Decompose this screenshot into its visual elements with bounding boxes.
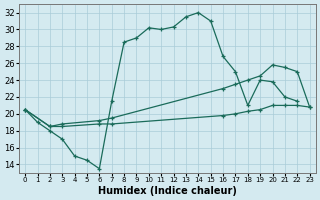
X-axis label: Humidex (Indice chaleur): Humidex (Indice chaleur) bbox=[98, 186, 237, 196]
